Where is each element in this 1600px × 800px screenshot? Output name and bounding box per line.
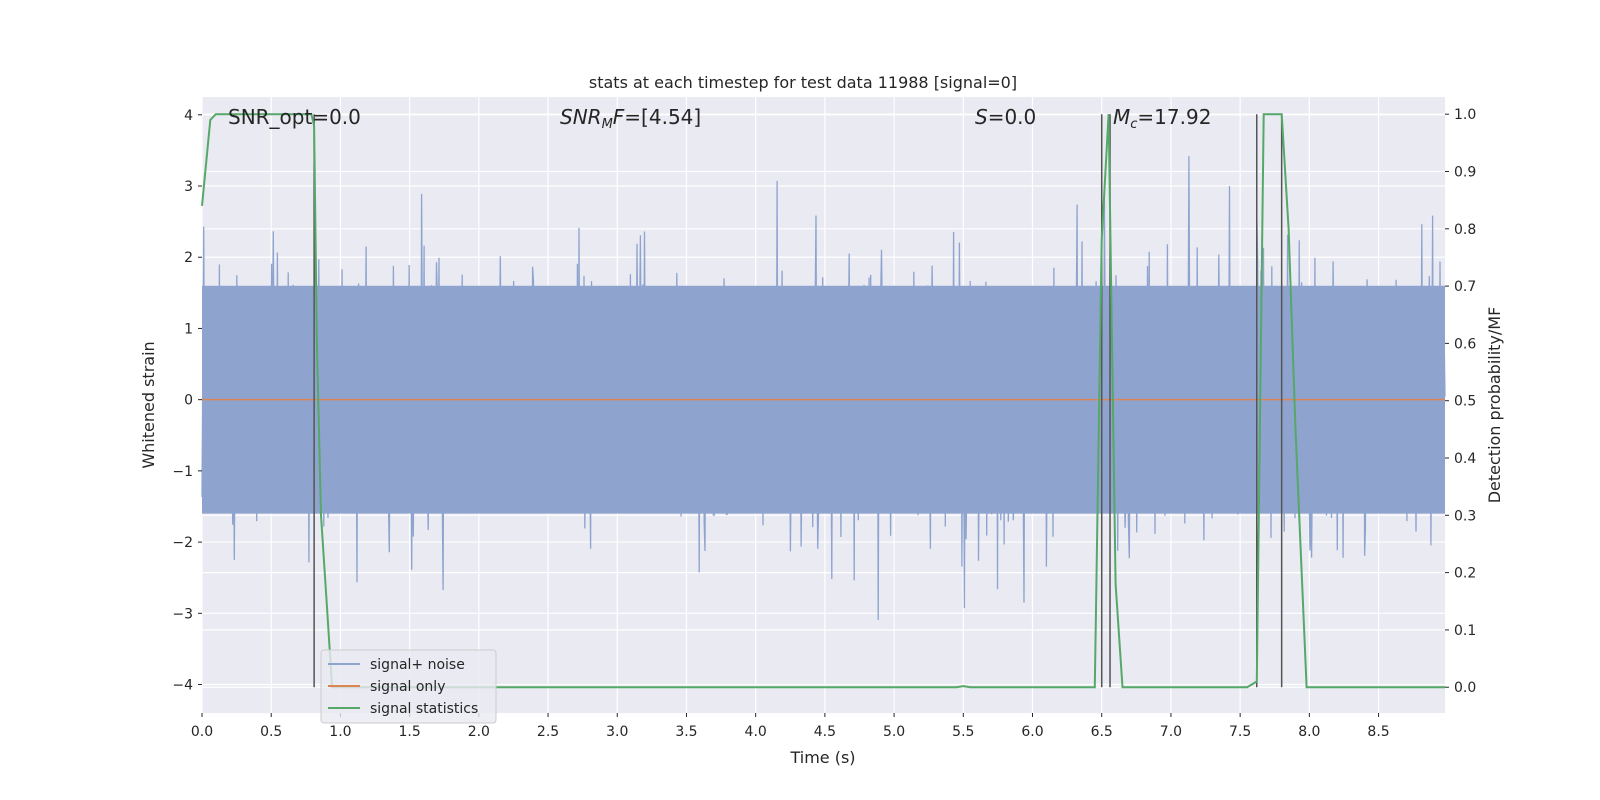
x-tick-label: 8.0 bbox=[1298, 724, 1320, 740]
y-right-tick-label: 0.0 bbox=[1454, 680, 1476, 696]
annotation-mc: Mc=17.92 bbox=[1113, 105, 1211, 132]
legend-box bbox=[320, 649, 497, 724]
annotation-snr-mf: SNRMF=[4.54] bbox=[560, 105, 701, 132]
x-tick-label: 7.0 bbox=[1160, 724, 1182, 740]
annotation-s: S=0.0 bbox=[975, 105, 1036, 129]
x-tick-label: 3.5 bbox=[675, 724, 697, 740]
x-tick-label: 7.5 bbox=[1229, 724, 1251, 740]
legend-label-signal-only: signal only bbox=[370, 679, 445, 695]
signal-statistics-line bbox=[201, 113, 1445, 689]
y-axis-left-ticks: 4 3 2 1 0 −1 −2 −3 −4 bbox=[172, 108, 202, 694]
y-right-tick-label: 0.9 bbox=[1454, 164, 1476, 180]
legend-label-signal-statistics: signal statistics bbox=[370, 701, 478, 717]
annotation-snr-opt: SNR_opt=0.0 bbox=[228, 105, 361, 129]
y-right-tick-label: 1.0 bbox=[1454, 107, 1476, 123]
y-axis-right-label: Detection probability/MF bbox=[1485, 307, 1504, 504]
y-right-tick-label: 0.1 bbox=[1454, 623, 1476, 639]
y-tick-label: −3 bbox=[172, 606, 193, 622]
signal-noise-line bbox=[201, 156, 1446, 620]
x-tick-label: 1.0 bbox=[329, 724, 351, 740]
legend: signal+ noise signal only signal statist… bbox=[320, 649, 497, 724]
y-axis-label: Whitened strain bbox=[139, 341, 158, 468]
x-tick-label: 2.5 bbox=[537, 724, 559, 740]
x-axis-ticks: 0.0 0.5 1.0 1.5 2.0 2.5 3.0 3.5 4.0 4.5 5.0 5.5 6.0 6… bbox=[191, 713, 1390, 740]
x-tick-label: 0.0 bbox=[191, 724, 213, 740]
y-right-tick-label: 0.3 bbox=[1454, 508, 1476, 524]
y-tick-label: 0 bbox=[184, 393, 193, 409]
y-axis-right-ticks: 1.0 0.9 0.8 0.7 0.6 0.5 0.4 0.3 0.2 0.1 0.0 bbox=[1445, 107, 1476, 696]
y-right-tick-label: 0.2 bbox=[1454, 566, 1476, 582]
y-tick-label: 2 bbox=[184, 250, 193, 266]
y-right-tick-label: 0.8 bbox=[1454, 222, 1476, 238]
y-right-tick-label: 0.5 bbox=[1454, 394, 1476, 410]
y-tick-label: −1 bbox=[172, 464, 193, 480]
y-right-tick-label: 0.4 bbox=[1454, 451, 1476, 467]
y-tick-label: −2 bbox=[172, 535, 193, 551]
y-tick-label: 1 bbox=[184, 321, 193, 337]
x-tick-label: 5.0 bbox=[883, 724, 905, 740]
x-tick-label: 6.5 bbox=[1091, 724, 1113, 740]
y-tick-label: 3 bbox=[184, 179, 193, 195]
x-tick-label: 4.0 bbox=[745, 724, 767, 740]
x-axis-label: Time (s) bbox=[789, 748, 855, 767]
x-tick-label: 8.5 bbox=[1367, 724, 1389, 740]
y-right-tick-label: 0.6 bbox=[1454, 336, 1476, 352]
x-tick-label: 6.0 bbox=[1021, 724, 1043, 740]
x-tick-label: 3.0 bbox=[606, 724, 628, 740]
chart-title: stats at each timestep for test data 119… bbox=[589, 73, 1017, 92]
x-tick-label: 5.5 bbox=[952, 724, 974, 740]
y-tick-label: 4 bbox=[184, 108, 193, 124]
x-tick-label: 4.5 bbox=[814, 724, 836, 740]
legend-label-signal-noise: signal+ noise bbox=[370, 657, 465, 673]
plot-content bbox=[201, 113, 1446, 689]
y-tick-label: −4 bbox=[172, 678, 193, 694]
x-tick-label: 0.5 bbox=[260, 724, 282, 740]
y-right-tick-label: 0.7 bbox=[1454, 279, 1476, 295]
x-tick-label: 2.0 bbox=[468, 724, 490, 740]
x-tick-label: 1.5 bbox=[398, 724, 420, 740]
